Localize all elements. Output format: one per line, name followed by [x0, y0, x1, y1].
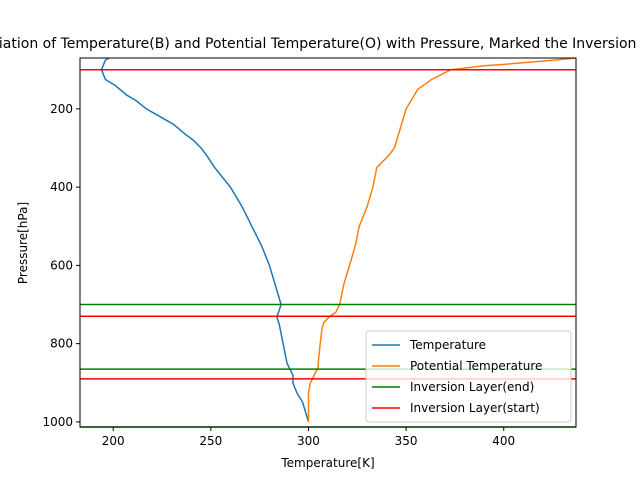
y-axis-label: Pressure[hPa]	[16, 202, 30, 284]
y-tick-label: 800	[50, 337, 73, 351]
x-tick-label: 250	[199, 434, 222, 448]
chart-title: Variation of Temperature(B) and Potentia…	[0, 36, 640, 52]
series-line-potential-temperature	[307, 58, 576, 422]
x-axis-label: Temperature[K]	[280, 456, 374, 470]
x-tick-label: 350	[395, 434, 418, 448]
y-tick-label: 1000	[42, 415, 73, 429]
y-tick-label: 600	[50, 258, 73, 272]
y-axis: 200 400 600 800 1000	[42, 102, 80, 429]
plot-clip-group	[100, 58, 576, 423]
plot-frame	[79, 57, 577, 428]
legend-label-inversion-layer-end-: Inversion Layer(end)	[410, 380, 534, 394]
x-axis: 200 250 300 350 400	[102, 427, 515, 448]
x-tick-label: 300	[297, 434, 320, 448]
legend-label-inversion-layer-start-: Inversion Layer(start)	[410, 401, 540, 415]
x-tick-label: 400	[492, 434, 515, 448]
y-tick-label: 200	[50, 102, 73, 116]
y-tick-label: 400	[50, 180, 73, 194]
legend-label-potential-temperature: Potential Temperature	[410, 359, 542, 373]
x-tick-label: 200	[102, 434, 125, 448]
legend-box	[365, 330, 572, 423]
legend: Temperature Potential Temperature Inversio…	[365, 330, 572, 423]
legend-label-temperature: Temperature	[409, 338, 486, 352]
series-line-temperature	[100, 58, 310, 423]
